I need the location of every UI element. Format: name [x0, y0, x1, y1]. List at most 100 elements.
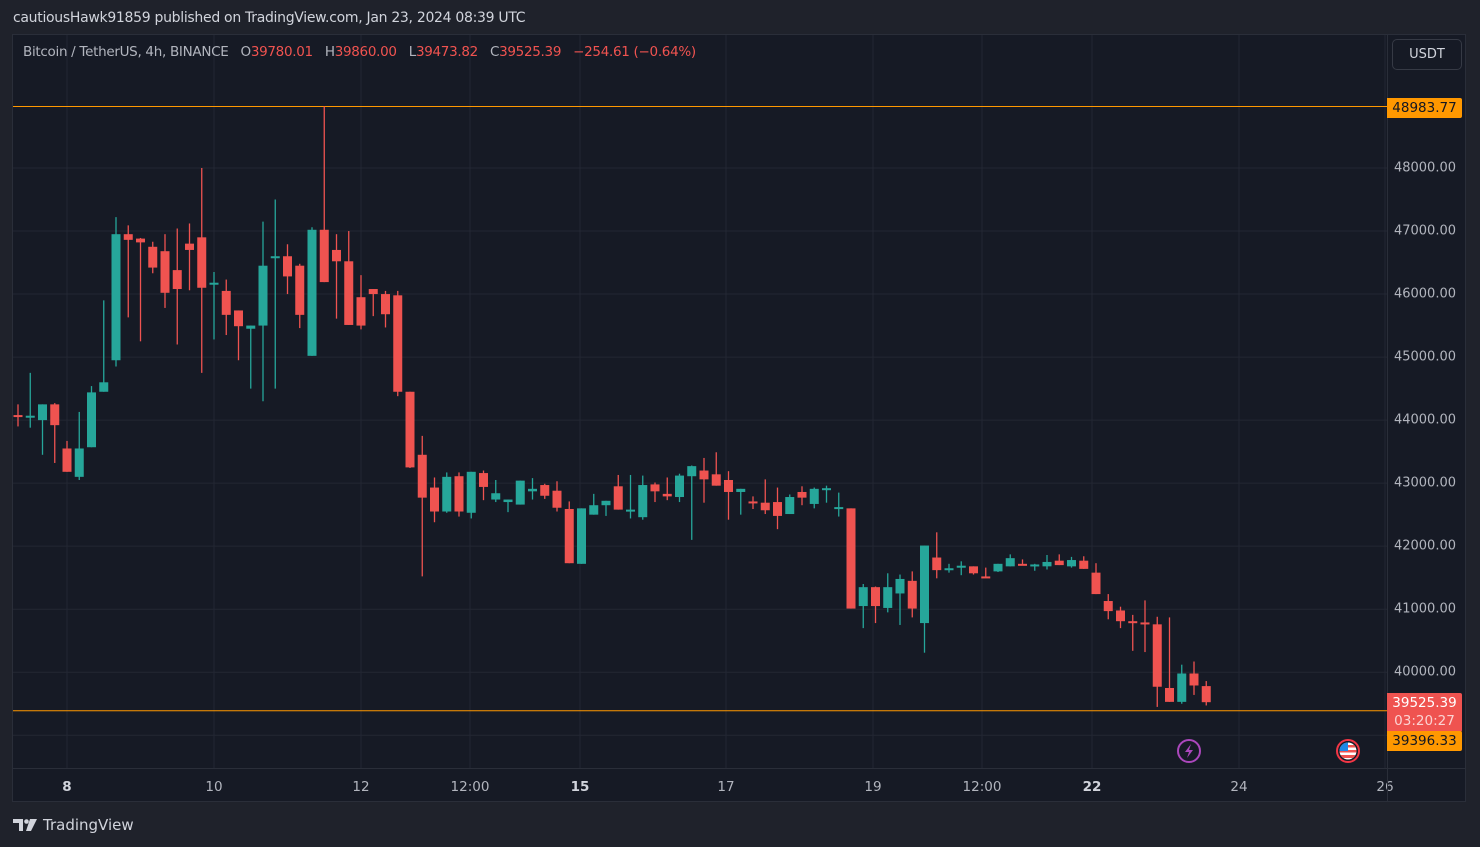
- candle: [944, 563, 954, 573]
- candle: [319, 106, 329, 283]
- price-label: 43000.00: [1393, 475, 1456, 491]
- candle: [185, 223, 194, 291]
- time-label: 12: [352, 779, 370, 795]
- time-label: 12:00: [962, 779, 1002, 795]
- candle: [589, 493, 599, 515]
- time-label: 26: [1376, 779, 1394, 795]
- change-value: −254.61 (−0.64%): [573, 44, 696, 60]
- candle: [515, 480, 525, 505]
- time-axis[interactable]: 8 10 12 12:00 15 17 19 12:00 22 24 26: [13, 768, 1394, 802]
- candle: [405, 391, 415, 469]
- candle: [1152, 616, 1162, 707]
- candle: [1116, 606, 1125, 629]
- candle: [62, 440, 72, 472]
- candle: [981, 567, 991, 579]
- candle: [1091, 563, 1101, 595]
- candle: [111, 217, 121, 367]
- candle: [1189, 661, 1199, 695]
- candle: [797, 486, 807, 506]
- candle: [528, 478, 537, 500]
- tradingview-logo-icon: [13, 819, 37, 831]
- candle: [417, 435, 427, 577]
- price-axis[interactable]: 48000.00 47000.00 46000.00 45000.00 44000.00…: [1387, 35, 1466, 768]
- time-label: 8: [62, 779, 72, 795]
- candle: [613, 474, 623, 510]
- candle: [871, 586, 880, 624]
- candle: [699, 457, 709, 503]
- candle: [907, 571, 917, 618]
- candle: [638, 475, 648, 520]
- candle: [246, 325, 256, 389]
- candle: [956, 561, 966, 576]
- candle: [773, 487, 782, 530]
- currency-button[interactable]: USDT: [1392, 39, 1462, 70]
- price-label: 46000.00: [1393, 286, 1456, 302]
- candle: [1005, 554, 1015, 567]
- candle: [1067, 556, 1076, 568]
- candle: [822, 485, 831, 503]
- candle: [123, 225, 133, 318]
- candle: [736, 488, 746, 515]
- candle: [1201, 681, 1211, 706]
- low-value: 39473.82: [415, 44, 478, 60]
- symbol-legend: Bitcoin / TetherUS, 4h, BINANCE O39780.0…: [23, 44, 696, 60]
- price-label: 48000.00: [1393, 160, 1456, 176]
- candle: [577, 508, 586, 564]
- axis-corner: [1387, 768, 1466, 802]
- open-value: 39780.01: [250, 44, 313, 60]
- candle: [491, 479, 501, 503]
- close-value: 39525.39: [499, 44, 562, 60]
- candle: [197, 168, 207, 373]
- candle: [1054, 554, 1064, 566]
- lightning-icon[interactable]: [1177, 739, 1201, 763]
- candle: [172, 228, 182, 345]
- candle: [234, 310, 243, 361]
- candle: [344, 231, 354, 325]
- price-label: 41000.00: [1393, 601, 1456, 617]
- candle: [920, 545, 929, 653]
- candle: [356, 275, 366, 330]
- candle: [74, 411, 84, 480]
- candle: [442, 472, 452, 513]
- candle: [785, 494, 795, 515]
- time-label: 17: [717, 779, 735, 795]
- bar-countdown: 03:20:27: [1394, 713, 1455, 729]
- price-label: 45000.00: [1393, 349, 1456, 365]
- candle: [858, 583, 868, 629]
- candle: [601, 500, 611, 516]
- candle: [393, 290, 403, 397]
- time-label: 19: [864, 779, 882, 795]
- candle: [136, 237, 145, 342]
- candle: [99, 300, 109, 392]
- candle: [846, 508, 856, 609]
- price-label: 47000.00: [1393, 223, 1456, 239]
- candle: [895, 574, 905, 625]
- candle: [760, 479, 770, 515]
- chart-frame: Bitcoin / TetherUS, 4h, BINANCE O39780.0…: [12, 34, 1466, 802]
- candle: [650, 482, 660, 503]
- candle: [258, 221, 268, 402]
- candle: [552, 481, 562, 512]
- candle: [295, 263, 305, 329]
- candle: [1030, 563, 1040, 571]
- publisher-line: cautiousHawk91859 published on TradingVi…: [13, 10, 526, 26]
- time-label: 22: [1082, 779, 1102, 795]
- candle: [834, 492, 844, 517]
- candle: [748, 496, 758, 509]
- us-flag-icon[interactable]: [1336, 739, 1360, 763]
- candle: [883, 573, 893, 613]
- symbol-title: Bitcoin / TetherUS, 4h, BINANCE: [23, 44, 229, 60]
- candle: [1177, 664, 1187, 704]
- candle: [332, 234, 341, 319]
- candle: [711, 452, 721, 486]
- candle: [687, 465, 697, 540]
- price-label: 42000.00: [1393, 538, 1456, 554]
- candle: [1103, 594, 1113, 620]
- high-level-tag: 48983.77: [1387, 98, 1462, 118]
- candle: [479, 470, 488, 501]
- candlestick-plot[interactable]: [13, 35, 1387, 768]
- last-price-tag: 39525.39 03:20:27: [1387, 693, 1462, 732]
- candle: [724, 471, 733, 520]
- candle: [564, 501, 574, 564]
- candle: [50, 403, 60, 463]
